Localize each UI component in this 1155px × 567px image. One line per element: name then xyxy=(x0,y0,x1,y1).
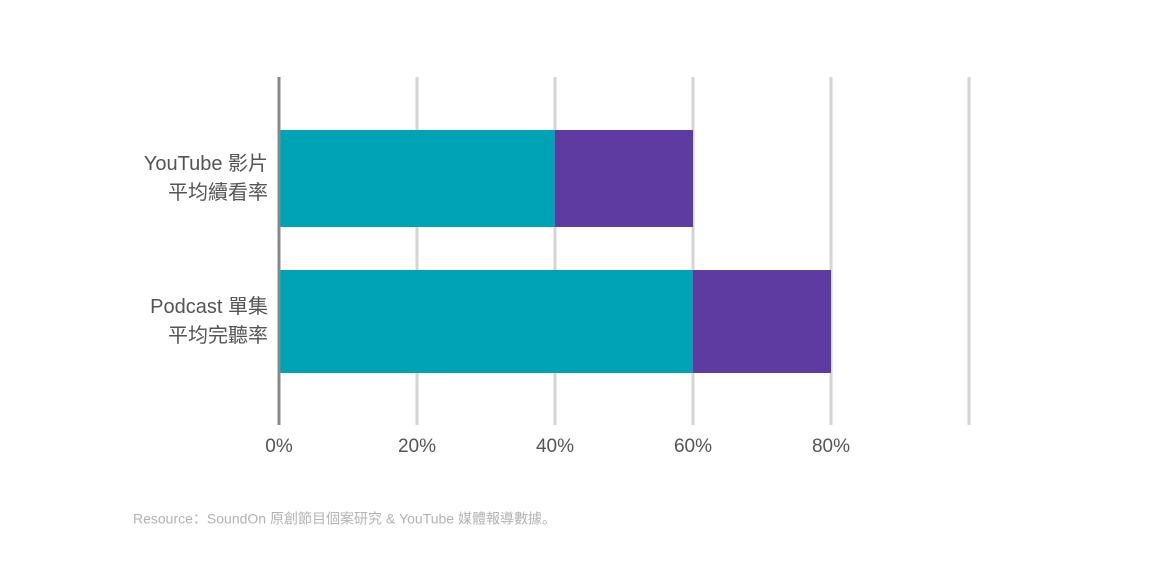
bar-segment xyxy=(279,270,693,373)
bar-segment xyxy=(279,130,555,227)
x-tick-label: 20% xyxy=(398,436,436,457)
category-label: 平均續看率 xyxy=(168,181,268,204)
bar-segment xyxy=(555,130,693,227)
x-tick-label: 0% xyxy=(265,436,293,457)
category-label: Podcast 單集 xyxy=(150,295,268,318)
bar-segment xyxy=(693,270,831,373)
category-label: YouTube 影片 xyxy=(144,152,268,175)
footnote: Resource：SoundOn 原創節目個案研究 & YouTube 媒體報導… xyxy=(133,511,556,527)
x-tick-label: 60% xyxy=(674,436,712,457)
x-tick-label: 80% xyxy=(812,436,850,457)
category-label: 平均完聽率 xyxy=(168,324,268,347)
x-tick-label: 40% xyxy=(536,436,574,457)
